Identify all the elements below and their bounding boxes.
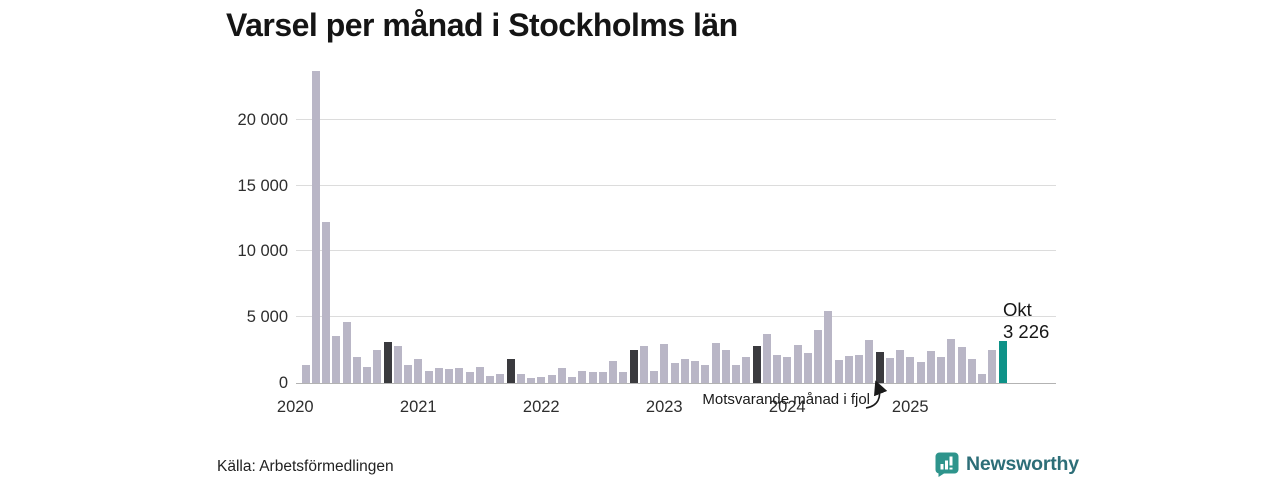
x-axis-year-label-2022: 2022: [522, 398, 560, 416]
bar-sep-2022: [619, 372, 628, 383]
bar-apr-2021: [445, 368, 453, 383]
bar-maj-2020: [332, 336, 341, 383]
newsworthy-wordmark: Newsworthy: [966, 452, 1079, 475]
bar-jul-2022: [598, 372, 607, 383]
bar-jul-2020: [352, 356, 361, 383]
x-axis-year-label-2024: 2024: [768, 398, 806, 416]
bar-mar-2025: [926, 351, 935, 383]
bar-mar-2021: [434, 367, 443, 383]
bar-apr-2025: [937, 357, 945, 383]
bar-okt-2024: [875, 352, 884, 383]
bar-mar-2024: [803, 353, 812, 383]
bar-dec-2022: [650, 370, 658, 383]
bar-dec-2020: [404, 364, 412, 383]
gridline-10000: [296, 250, 1056, 252]
bar-mar-2022: [557, 367, 566, 383]
y-axis-tick-label: 5 000: [246, 308, 288, 327]
bar-maj-2025: [947, 338, 956, 383]
bar-dec-2024: [896, 350, 904, 383]
bar-jun-2022: [588, 372, 597, 383]
bar-apr-2020: [322, 222, 330, 383]
bar-sep-2024: [865, 339, 874, 383]
bar-feb-2022: [547, 375, 556, 383]
bar-dec-2023: [773, 354, 781, 383]
bar-okt-2025: [998, 340, 1007, 383]
x-axis-year-label-2020: 2020: [276, 398, 314, 416]
bar-sep-2025: [988, 350, 997, 383]
bar-apr-2023: [691, 361, 699, 383]
bar-maj-2023: [701, 364, 710, 383]
bar-aug-2022: [609, 360, 617, 383]
bar-jun-2021: [465, 371, 474, 383]
bar-nov-2020: [393, 346, 402, 383]
current-month-name: Okt: [1003, 299, 1032, 320]
bar-apr-2022: [568, 377, 576, 383]
bar-okt-2023: [752, 346, 761, 383]
bar-jun-2024: [834, 359, 843, 383]
bar-jan-2025: [906, 357, 915, 383]
y-axis-tick-label: 10 000: [237, 242, 288, 261]
y-axis-tick-label: 20 000: [237, 110, 288, 129]
bar-aug-2023: [732, 365, 740, 383]
bar-sep-2021: [496, 374, 505, 383]
x-axis-year-label-2021: 2021: [399, 398, 437, 416]
bar-feb-2025: [916, 361, 925, 383]
bar-okt-2022: [629, 350, 638, 383]
bar-aug-2021: [486, 376, 494, 383]
bar-jun-2020: [342, 322, 351, 383]
bar-sep-2020: [373, 350, 382, 383]
bar-feb-2023: [670, 363, 679, 383]
bar-jul-2025: [967, 358, 976, 383]
bar-okt-2021: [506, 359, 515, 383]
bar-feb-2024: [793, 344, 802, 383]
gridline-5000: [296, 316, 1056, 318]
bar-maj-2022: [578, 371, 587, 383]
bar-mar-2023: [680, 359, 689, 383]
bar-nov-2024: [885, 358, 894, 383]
bar-feb-2021: [424, 370, 433, 383]
bar-feb-2020: [301, 364, 310, 383]
bar-aug-2024: [855, 355, 863, 383]
bar-apr-2024: [814, 329, 822, 383]
x-axis-year-label-2023: 2023: [645, 398, 683, 416]
newsworthy-badge-icon: [935, 452, 959, 477]
annotation-same-month-last-year: Motsvarande månad i fjol: [702, 391, 870, 408]
bar-jul-2023: [721, 350, 730, 383]
y-axis-tick-label: 0: [278, 374, 288, 392]
bar-mar-2020: [311, 71, 320, 383]
bar-jul-2024: [844, 356, 853, 383]
plot-area: 0 5 000 10 000 15 000 20 000 2020 2021 2022 2023…: [238, 65, 1056, 416]
bar-aug-2020: [363, 367, 371, 383]
page-title: Varsel per månad i Stockholms län: [226, 7, 738, 43]
gridline-20000: [296, 118, 1056, 120]
current-month-value: 3 226: [1003, 321, 1050, 342]
newsworthy-logo: Newsworthy: [935, 451, 1079, 477]
y-axis-tick-label: 15 000: [237, 176, 288, 195]
annotation-arrow-icon: [865, 380, 888, 409]
current-month-value-label: Okt 3 226: [1003, 299, 1049, 343]
gridline-15000: [296, 184, 1056, 186]
bar-jan-2021: [414, 359, 423, 383]
x-axis-year-label-2025: 2025: [891, 398, 929, 416]
bar-okt-2020: [383, 342, 392, 383]
bar-jan-2023: [660, 343, 669, 383]
bar-jan-2024: [783, 356, 792, 383]
bar-jun-2023: [711, 342, 720, 383]
source-note: Källa: Arbetsförmedlingen: [217, 458, 394, 475]
bar-jun-2025: [957, 347, 966, 383]
bar-nov-2022: [639, 346, 648, 383]
bar-jul-2021: [475, 366, 484, 383]
bar-maj-2024: [824, 311, 833, 383]
bar-aug-2025: [978, 374, 986, 383]
bar-jan-2022: [537, 377, 546, 383]
bar-maj-2021: [455, 367, 464, 383]
bar-nov-2023: [762, 334, 771, 383]
bar-dec-2021: [527, 378, 535, 383]
bar-sep-2023: [742, 357, 751, 383]
bar-nov-2021: [516, 374, 525, 383]
